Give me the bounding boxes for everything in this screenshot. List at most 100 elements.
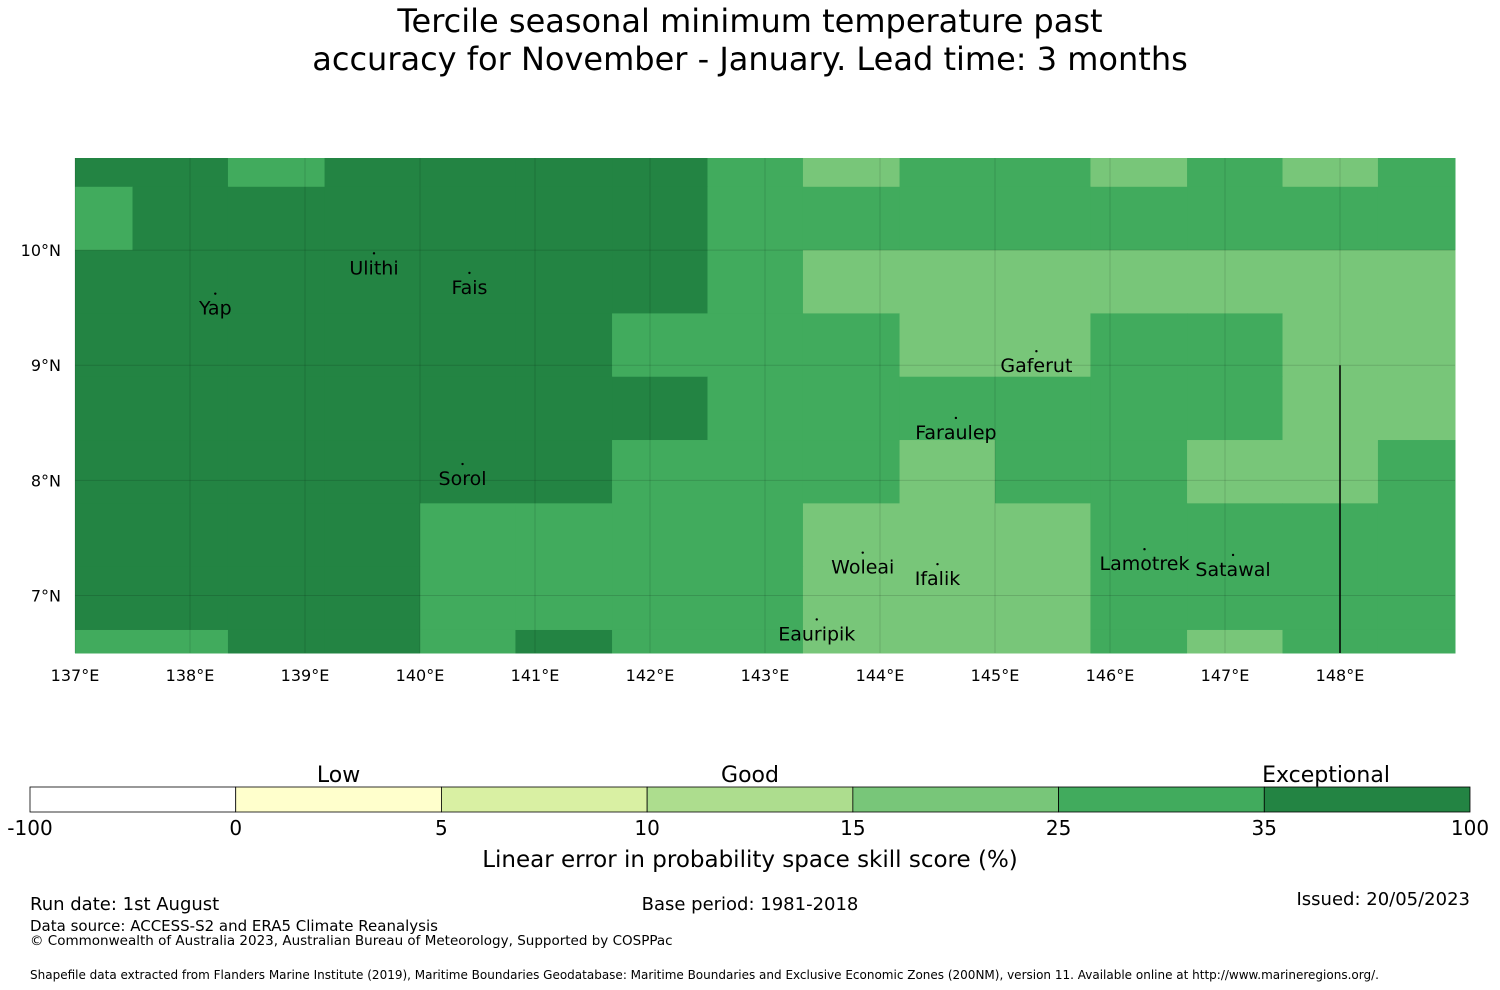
skill-cell — [1377, 566, 1456, 631]
skill-cell — [420, 158, 516, 188]
island-marker — [461, 462, 464, 466]
colorbar-swatch — [646, 786, 854, 813]
skill-cell — [420, 629, 516, 654]
skill-cell — [324, 503, 421, 568]
skill-cell — [1090, 186, 1188, 251]
skill-cell — [132, 629, 229, 654]
skill-cell — [420, 503, 516, 568]
map-title: Tercile seasonal minimum temperature pas… — [0, 2, 1500, 78]
skill-cell — [227, 440, 326, 504]
skill-cell — [227, 158, 326, 188]
colorbar-tick-label: -100 — [7, 816, 52, 840]
skill-cell — [324, 376, 421, 441]
skill-cell — [1282, 186, 1379, 251]
skill-cell — [515, 186, 613, 251]
skill-cell — [227, 250, 326, 314]
skill-cell — [132, 313, 229, 378]
skill-cell — [899, 250, 996, 314]
island-label: Ifalik — [915, 568, 961, 590]
lat-tick-label: 8°N — [31, 471, 61, 490]
skill-cell — [324, 250, 421, 314]
skill-cell — [899, 629, 996, 654]
colorbar-legend: -100 0 5 10 15 25 35 100 Low Good Exceptional Linea… — [7, 763, 1489, 873]
island-label: Gaferut — [1000, 355, 1072, 377]
island-label: Lamotrek — [1100, 553, 1190, 575]
lat-tick-label: 9°N — [31, 356, 61, 375]
skill-cell — [1090, 313, 1188, 378]
longitude-tick-labels: 137°E 138°E 139°E 140°E 141°E 142°E 143°E 144°E… — [51, 666, 1365, 685]
skill-cell — [899, 158, 996, 188]
skill-cell — [612, 503, 708, 568]
skill-cell — [1090, 250, 1188, 314]
island-label: Yap — [198, 298, 232, 320]
lon-tick-label: 144°E — [856, 666, 905, 685]
skill-cell — [1187, 158, 1283, 188]
skill-cell — [515, 376, 613, 441]
skill-cell — [1090, 566, 1188, 631]
skill-cell — [995, 440, 1091, 504]
colorbar-swatch — [235, 786, 442, 813]
colorbar-tick-label: 0 — [229, 816, 242, 840]
island-label: Satawal — [1195, 559, 1270, 581]
skill-cell — [75, 440, 133, 504]
skill-cell — [75, 313, 133, 378]
skill-cell — [707, 629, 804, 654]
skill-cell — [324, 313, 421, 378]
skill-cell — [707, 376, 804, 441]
island-label: Ulithi — [349, 257, 398, 279]
island-labels: Yap Ulithi Fais Gaferut Faraulep Sorol Woleai I… — [198, 252, 1271, 645]
skill-cell — [420, 186, 516, 251]
shapefile-credit: Shapefile data extracted from Flanders M… — [30, 968, 1379, 982]
skill-cell — [1282, 503, 1379, 568]
colorbar-tick-label: 15 — [840, 816, 865, 840]
skill-cell — [899, 503, 996, 568]
colorbar-tick-label: 35 — [1252, 816, 1277, 840]
skill-cell — [324, 566, 421, 631]
skill-cell — [802, 503, 901, 568]
colorbar-axis-label: Linear error in probability space skill … — [482, 847, 1018, 873]
skill-cell — [515, 566, 613, 631]
copyright-notice: © Commonwealth of Australia 2023, Austra… — [30, 933, 673, 949]
colorbar-swatch — [29, 786, 237, 813]
skill-cell — [612, 376, 708, 441]
skill-cell — [1090, 440, 1188, 504]
skill-cell — [1377, 503, 1456, 568]
skill-cell — [75, 186, 133, 251]
skill-cell — [1090, 503, 1188, 568]
island-marker — [1231, 553, 1235, 557]
skill-cell — [1377, 376, 1456, 441]
run-date: Run date: 1st August — [30, 894, 220, 915]
skill-cell — [1282, 629, 1379, 654]
skill-cell — [1377, 186, 1456, 251]
skill-cell — [75, 503, 133, 568]
skill-cell — [802, 313, 901, 378]
skill-cell — [612, 629, 708, 654]
skill-cell — [132, 186, 229, 251]
skill-cell — [324, 629, 421, 654]
skill-cell — [227, 629, 326, 654]
skill-cell — [1187, 313, 1283, 378]
skill-cell — [899, 313, 996, 378]
skill-cell — [324, 186, 421, 251]
skill-cell — [515, 158, 613, 188]
island-marker — [214, 292, 217, 295]
skill-cell — [1282, 250, 1379, 314]
skill-cell — [1187, 566, 1283, 631]
skill-cell — [995, 158, 1091, 188]
colorbar-tick-label: 25 — [1046, 816, 1071, 840]
skill-cell — [1187, 376, 1283, 441]
island-label: Sorol — [439, 468, 487, 490]
colorbar-swatch — [1263, 786, 1471, 813]
skill-cell — [707, 158, 804, 188]
skill-cell — [515, 629, 613, 654]
island-marker — [861, 551, 864, 554]
skill-cell — [132, 503, 229, 568]
skill-cell — [227, 376, 326, 441]
island-label: Eauripik — [778, 623, 855, 645]
lon-tick-label: 142°E — [626, 666, 675, 685]
skill-cell — [420, 440, 516, 504]
title-line-2: accuracy for November - January. Lead ti… — [312, 40, 1188, 78]
skill-cell — [75, 376, 133, 441]
lat-tick-label: 10°N — [21, 241, 61, 260]
skill-cell — [515, 503, 613, 568]
